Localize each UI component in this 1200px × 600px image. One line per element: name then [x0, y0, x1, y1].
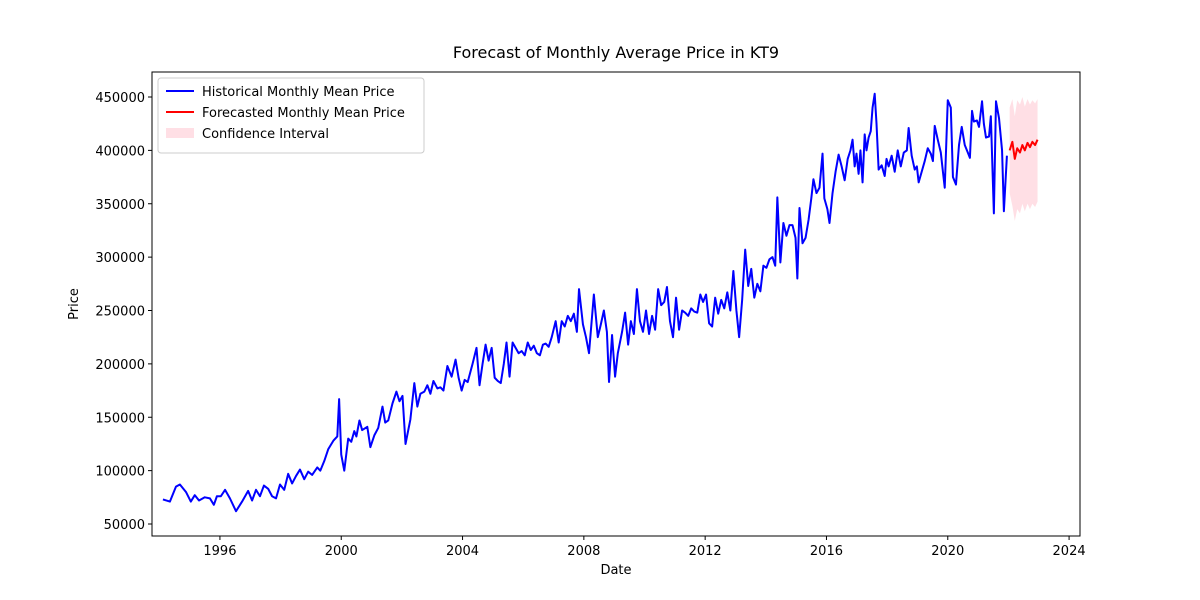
confidence-band [1009, 97, 1038, 221]
x-tick-label: 2004 [446, 544, 479, 559]
legend-label: Historical Monthly Mean Price [202, 85, 394, 100]
y-tick-label: 200000 [95, 358, 145, 373]
legend-box [157, 77, 425, 154]
y-tick-label: 450000 [95, 91, 145, 106]
chart-title: Forecast of Monthly Average Price in KT9 [453, 43, 779, 62]
legend-label: Forecasted Monthly Mean Price [202, 106, 405, 121]
plot-frame [151, 71, 1081, 537]
x-axis-label: Date [600, 563, 631, 578]
x-tick-label: 2008 [567, 544, 600, 559]
x-tick-label: 2000 [325, 544, 358, 559]
y-tick-label: 300000 [95, 251, 145, 266]
legend: Historical Monthly Mean Price Forecasted … [157, 77, 425, 154]
x-tick-label: 2016 [810, 544, 843, 559]
y-tick-label: 150000 [95, 411, 145, 426]
legend-swatch [166, 128, 194, 138]
y-tick-label: 350000 [95, 198, 145, 213]
y-tick-label: 250000 [95, 305, 145, 320]
y-tick-label: 400000 [95, 144, 145, 159]
x-tick-label: 1996 [203, 544, 236, 559]
x-tick-label: 2012 [689, 544, 722, 559]
legend-label: Confidence Interval [202, 127, 329, 142]
x-tick-label: 2024 [1053, 544, 1086, 559]
series-line [1008, 139, 1039, 160]
y-tick-label: 100000 [95, 465, 145, 480]
x-tick-label: 2020 [931, 544, 964, 559]
series-line [162, 92, 1008, 513]
y-axis-label: Price [67, 288, 82, 320]
y-tick-label: 50000 [104, 518, 145, 533]
